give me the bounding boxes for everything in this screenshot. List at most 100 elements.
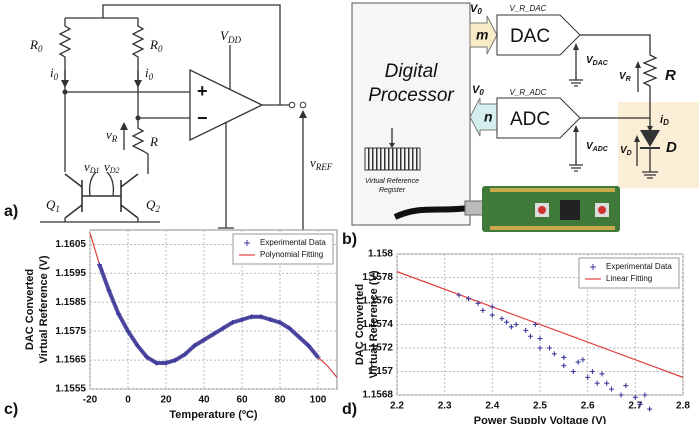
y-tick-label: 1.1565 <box>55 355 86 366</box>
label: R0 <box>29 37 43 54</box>
data-point <box>154 360 159 366</box>
panel-label: b) <box>342 231 357 248</box>
data-point <box>604 380 610 386</box>
resistor <box>58 18 72 172</box>
data-point <box>589 369 595 374</box>
label: R <box>149 134 158 149</box>
bus-arrow <box>469 15 498 55</box>
arrowhead <box>389 143 395 148</box>
x-tick-label: 2.7 <box>628 401 642 412</box>
data-point <box>585 374 591 380</box>
label-main: i <box>50 65 54 80</box>
data-point <box>551 351 557 357</box>
label-main: v <box>106 127 112 142</box>
data-point <box>537 345 543 351</box>
y-tick-label: 1.1572 <box>362 343 393 354</box>
label-main: V <box>470 3 479 15</box>
label: VDAC <box>586 55 609 67</box>
charts: 1.1555 1.1565 1.1575 1.1585 1.1595 1.1605 -20 0… <box>24 229 690 424</box>
y-tick-label: 1.1578 <box>362 272 393 283</box>
label: R0 <box>149 37 163 54</box>
label: D <box>666 139 677 156</box>
arrowhead <box>299 110 307 118</box>
data-point <box>623 383 629 389</box>
label-sub: 0 <box>158 44 163 54</box>
label: n <box>484 109 493 125</box>
data-point <box>466 296 471 302</box>
highlight <box>618 102 699 188</box>
label-sub: 0 <box>38 44 43 54</box>
circuit-a: R0 R0 i0 i0 VDD + − vR R vD1 vD2 Q1 Q2 v… <box>29 4 333 235</box>
label-sub: 1 <box>55 204 60 214</box>
label: R <box>665 67 676 84</box>
adc-block <box>496 97 581 139</box>
label: − <box>197 108 208 128</box>
data-point <box>106 288 112 294</box>
data-point <box>642 392 648 398</box>
arrowhead <box>61 80 69 88</box>
label-main: v <box>104 159 110 174</box>
label: Q2 <box>146 197 160 214</box>
y-axis-label: DAC Converted <box>354 284 366 365</box>
y-tick-label: 1.1568 <box>362 390 393 401</box>
y-axis-label: DAC Converted <box>24 269 36 350</box>
label-sub: D <box>663 118 669 127</box>
data-point <box>201 337 207 343</box>
label: VDD <box>220 28 241 45</box>
label: vR <box>106 127 118 144</box>
label-main: V <box>586 55 594 66</box>
y-tick-label: 1.157 <box>368 366 393 377</box>
y-tick-label: 1.1585 <box>55 297 86 308</box>
usb-plug <box>464 200 484 216</box>
label: DAC <box>510 26 550 47</box>
data-point <box>173 357 178 363</box>
data-point <box>135 343 140 349</box>
button-cap <box>598 206 606 214</box>
transistor <box>64 173 139 219</box>
y-tick-label: 1.1574 <box>362 319 393 330</box>
label-main: V <box>586 141 594 152</box>
label-sub: D2 <box>109 166 120 175</box>
legend-label: Experimental Data <box>606 262 672 271</box>
label-sub: 0 <box>149 72 154 82</box>
legend-box <box>232 233 334 265</box>
data-point <box>575 359 581 365</box>
data-band <box>97 264 320 365</box>
label: vD1 <box>84 159 100 175</box>
label-sub: DAC <box>593 60 609 67</box>
data-point <box>315 354 321 360</box>
label: V0 <box>470 3 482 16</box>
wire <box>102 4 281 105</box>
y-axis-label: Virtual Reference (V) <box>38 255 50 363</box>
x-tick-label: 100 <box>310 395 327 406</box>
processor-box <box>351 2 471 226</box>
data-point <box>523 327 529 333</box>
legend-label: Experimental Data <box>260 238 326 247</box>
usb-cable <box>393 205 469 220</box>
legend-box <box>578 257 680 289</box>
data-point <box>192 343 197 349</box>
resistor <box>131 18 149 174</box>
y-tick-label: 1.158 <box>368 249 393 260</box>
data-point <box>513 322 519 327</box>
processor-label: Digital <box>385 61 439 82</box>
data-point <box>475 300 481 306</box>
voltage-arrow <box>88 171 115 197</box>
terminal <box>299 101 307 109</box>
arrowhead <box>134 80 142 88</box>
x-tick-label: 2.8 <box>676 401 690 412</box>
x-tick-label: 40 <box>198 395 210 406</box>
data-point <box>594 380 600 386</box>
data-point <box>570 369 576 374</box>
button-cap <box>538 206 546 214</box>
label-sub: REF <box>315 162 333 172</box>
data-point <box>609 386 614 392</box>
data-point <box>637 401 643 407</box>
label: iD <box>660 114 669 127</box>
circuit-board <box>482 186 620 232</box>
label-sub: 0 <box>477 7 482 16</box>
x-tick-label: 80 <box>274 395 286 406</box>
label-sub: 0 <box>54 72 59 82</box>
data-point <box>561 354 567 360</box>
node <box>62 89 68 95</box>
